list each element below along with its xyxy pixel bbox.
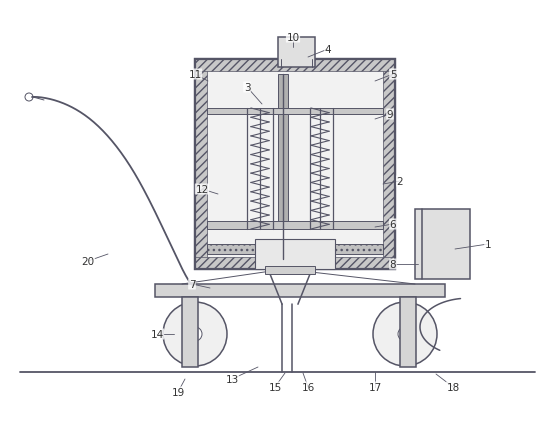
Bar — [195, 60, 207, 269]
Text: 20: 20 — [81, 256, 95, 266]
Text: 1: 1 — [485, 239, 491, 249]
Text: 4: 4 — [324, 45, 331, 55]
Bar — [155, 284, 445, 297]
Text: 8: 8 — [390, 259, 397, 269]
Bar — [278, 75, 288, 109]
Bar — [255, 239, 335, 269]
Bar — [265, 266, 315, 274]
Text: 7: 7 — [189, 279, 195, 289]
Text: 10: 10 — [287, 33, 300, 43]
Text: 19: 19 — [172, 387, 185, 397]
Text: 5: 5 — [390, 70, 397, 80]
Text: 12: 12 — [195, 184, 208, 195]
Bar — [195, 257, 395, 269]
Text: 2: 2 — [397, 177, 403, 187]
Bar — [400, 297, 416, 367]
Text: 15: 15 — [268, 382, 282, 392]
Text: 9: 9 — [387, 110, 393, 120]
Circle shape — [398, 327, 412, 341]
Text: 17: 17 — [368, 382, 382, 392]
Text: 14: 14 — [150, 329, 164, 339]
Bar — [195, 60, 395, 269]
Bar — [207, 109, 383, 115]
Circle shape — [163, 302, 227, 366]
Text: 11: 11 — [188, 70, 202, 80]
Bar — [278, 38, 315, 68]
Text: 16: 16 — [301, 382, 315, 392]
Bar — [278, 115, 288, 222]
Circle shape — [373, 302, 437, 366]
Text: 3: 3 — [244, 83, 250, 93]
Text: 6: 6 — [390, 219, 397, 230]
Bar — [207, 222, 383, 230]
Bar — [383, 60, 395, 269]
Bar — [182, 297, 198, 367]
Bar — [195, 60, 395, 72]
Bar — [415, 210, 470, 279]
Bar — [195, 60, 395, 269]
Bar — [207, 245, 383, 254]
Circle shape — [188, 327, 202, 341]
Text: 18: 18 — [447, 382, 460, 392]
Text: 13: 13 — [226, 374, 239, 384]
